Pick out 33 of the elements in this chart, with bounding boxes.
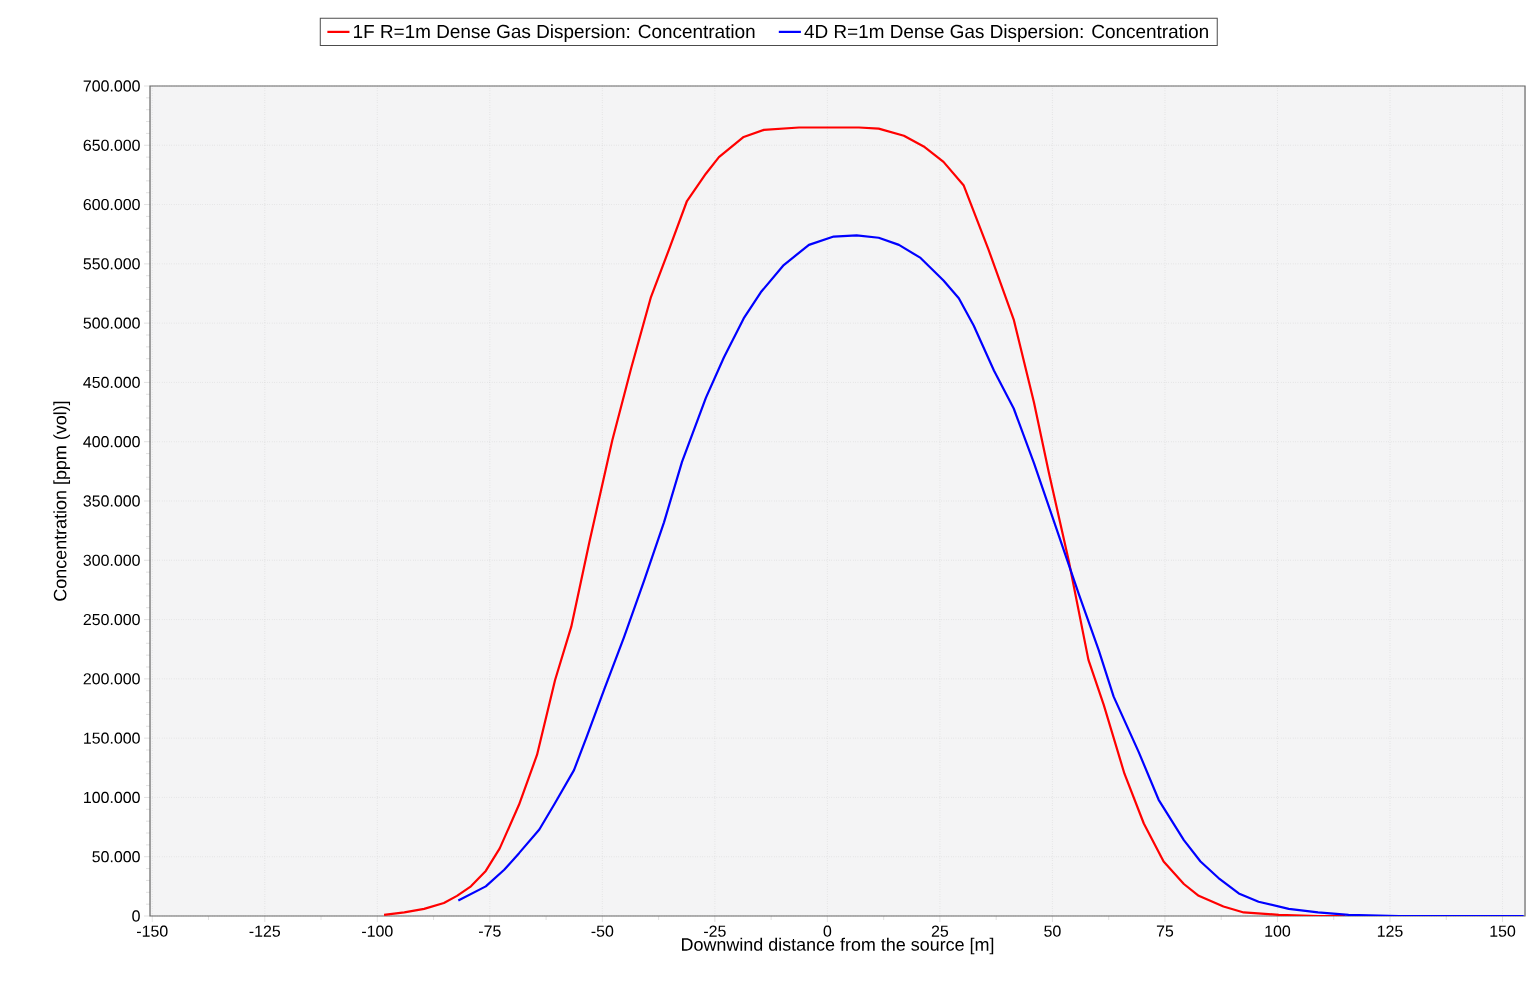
- x-tick-label: -75: [479, 925, 501, 937]
- y-tick-label: 650.000: [83, 139, 140, 151]
- line-series: [457, 234, 1525, 916]
- y-tick-label: 600.000: [83, 198, 140, 211]
- y-tick-label: 700.000: [83, 80, 140, 92]
- x-tick-label: 100: [1265, 925, 1291, 937]
- x-tick-label: 50: [1044, 925, 1061, 937]
- x-tick-label: 75: [1156, 925, 1174, 937]
- y-tick-label: 500.000: [83, 317, 140, 329]
- y-tick-label: 250.000: [83, 613, 140, 626]
- x-tick-label: -125: [249, 925, 281, 937]
- x-tick-label: 0: [823, 925, 832, 937]
- y-tick-label: 100.000: [84, 791, 140, 804]
- x-axis-title: Downwind distance from the source [m]: [682, 937, 994, 955]
- y-tick-label: 550.000: [83, 258, 140, 270]
- x-tick-label: -50: [591, 925, 614, 937]
- y-tick-label: 200.000: [83, 673, 140, 685]
- y-tick-label: 350.000: [83, 495, 140, 507]
- y-axis-title: Concentration [ppm (vol)]: [53, 401, 71, 601]
- x-tick-label: -25: [704, 925, 726, 937]
- x-tick-label: -150: [137, 925, 168, 937]
- legend-label: 4D R=1m Dense Gas Dispersion: Concentration: [804, 24, 1208, 42]
- x-tick-label: -100: [362, 925, 393, 937]
- x-tick-label: 150: [1490, 925, 1516, 937]
- y-tick-label: 300.000: [83, 554, 140, 566]
- x-tick-label: 25: [931, 925, 949, 937]
- y-tick-label: 0: [132, 910, 140, 922]
- x-tick-label: 125: [1377, 925, 1403, 937]
- legend-label: 1F R=1m Dense Gas Dispersion: Concentration: [354, 24, 755, 42]
- y-tick-label: 150.000: [84, 732, 140, 744]
- y-tick-label: 400.000: [83, 436, 140, 448]
- y-tick-label: 450.000: [83, 376, 140, 389]
- y-tick-label: 50.000: [92, 851, 140, 863]
